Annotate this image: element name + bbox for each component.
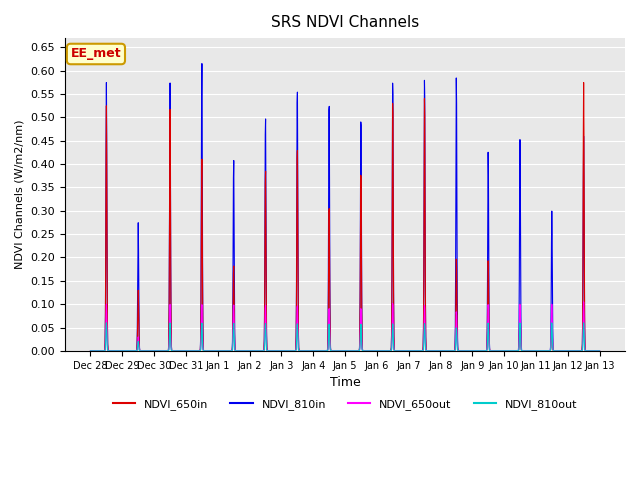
X-axis label: Time: Time [330,376,360,389]
Y-axis label: NDVI Channels (W/m2/nm): NDVI Channels (W/m2/nm) [15,120,25,269]
Text: EE_met: EE_met [70,48,121,60]
Legend: NDVI_650in, NDVI_810in, NDVI_650out, NDVI_810out: NDVI_650in, NDVI_810in, NDVI_650out, NDV… [108,394,582,414]
Title: SRS NDVI Channels: SRS NDVI Channels [271,15,419,30]
